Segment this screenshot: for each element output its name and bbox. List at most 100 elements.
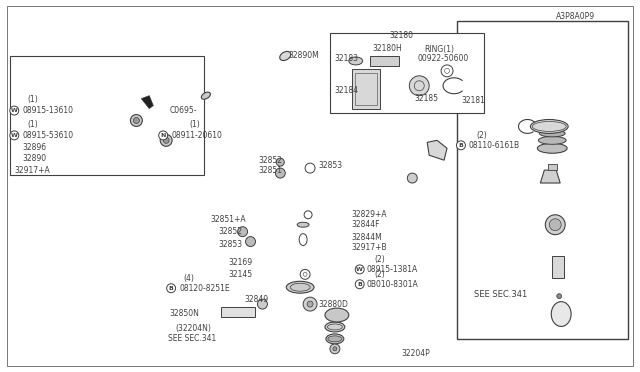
- Text: 32183: 32183: [335, 54, 359, 64]
- Ellipse shape: [349, 57, 363, 65]
- Circle shape: [456, 141, 465, 150]
- Text: 08915-1381A: 08915-1381A: [367, 265, 418, 274]
- Text: 32829+A: 32829+A: [352, 210, 387, 219]
- Text: (2): (2): [374, 255, 385, 264]
- Text: SEE SEC.341: SEE SEC.341: [168, 334, 216, 343]
- Text: 32880D: 32880D: [318, 299, 348, 309]
- Text: 32850N: 32850N: [169, 308, 199, 318]
- Ellipse shape: [551, 302, 571, 327]
- Text: 32851: 32851: [259, 166, 282, 174]
- Text: 32185: 32185: [414, 94, 438, 103]
- Text: W: W: [356, 267, 363, 272]
- Text: 32917+B: 32917+B: [352, 243, 387, 252]
- Polygon shape: [226, 182, 300, 210]
- Text: 32917+A: 32917+A: [14, 166, 50, 174]
- Circle shape: [166, 284, 175, 293]
- Text: 0B010-8301A: 0B010-8301A: [367, 280, 419, 289]
- Circle shape: [131, 115, 142, 126]
- Text: 32181: 32181: [461, 96, 485, 105]
- Text: 32890: 32890: [22, 154, 46, 163]
- Text: 32896: 32896: [22, 143, 46, 152]
- Text: 32180: 32180: [390, 31, 413, 40]
- Ellipse shape: [328, 336, 342, 342]
- Ellipse shape: [280, 51, 291, 61]
- Circle shape: [410, 76, 429, 96]
- Bar: [457, 21, 628, 339]
- Circle shape: [276, 158, 284, 166]
- Text: A3P8A0P9: A3P8A0P9: [556, 12, 595, 21]
- Text: (2): (2): [374, 270, 385, 279]
- Circle shape: [275, 168, 285, 178]
- Text: (32204N): (32204N): [175, 324, 211, 333]
- Text: 08911-20610: 08911-20610: [171, 131, 222, 140]
- Text: W: W: [11, 133, 18, 138]
- Ellipse shape: [538, 143, 567, 153]
- Text: B: B: [458, 143, 463, 148]
- Ellipse shape: [325, 322, 345, 332]
- Polygon shape: [427, 140, 447, 160]
- Text: 32180H: 32180H: [372, 44, 403, 52]
- Bar: [10, 56, 204, 175]
- Text: (4): (4): [183, 274, 194, 283]
- Text: N: N: [161, 133, 166, 138]
- Text: 08915-53610: 08915-53610: [22, 131, 74, 140]
- Circle shape: [246, 237, 255, 247]
- Circle shape: [407, 173, 417, 183]
- Text: 32184: 32184: [335, 86, 359, 95]
- Circle shape: [160, 134, 172, 146]
- Polygon shape: [255, 254, 345, 284]
- Ellipse shape: [538, 137, 566, 144]
- Text: 32169: 32169: [228, 258, 253, 267]
- Ellipse shape: [540, 130, 565, 137]
- Circle shape: [10, 106, 19, 115]
- Text: 32849: 32849: [244, 295, 269, 304]
- Ellipse shape: [297, 222, 309, 227]
- Circle shape: [303, 297, 317, 311]
- Bar: [355, 73, 376, 105]
- Text: 32844F: 32844F: [352, 220, 380, 229]
- Text: (1): (1): [28, 120, 38, 129]
- Circle shape: [237, 227, 248, 237]
- Bar: [221, 307, 255, 317]
- Text: SEE SEC.341: SEE SEC.341: [474, 290, 527, 299]
- Circle shape: [10, 131, 19, 140]
- Text: 32145: 32145: [228, 270, 253, 279]
- Text: W: W: [11, 108, 18, 113]
- Polygon shape: [230, 158, 320, 185]
- Text: 08110-6161B: 08110-6161B: [469, 141, 520, 150]
- Circle shape: [133, 118, 140, 124]
- Circle shape: [163, 137, 169, 143]
- Circle shape: [557, 294, 562, 299]
- Circle shape: [307, 301, 313, 307]
- Ellipse shape: [202, 92, 211, 99]
- Bar: [330, 33, 484, 113]
- Circle shape: [257, 299, 268, 309]
- Polygon shape: [241, 205, 295, 235]
- Polygon shape: [540, 170, 560, 183]
- Text: C0695-: C0695-: [169, 106, 196, 115]
- Text: 32852: 32852: [259, 156, 282, 165]
- Polygon shape: [266, 232, 290, 250]
- Text: RING(1): RING(1): [424, 45, 454, 54]
- Circle shape: [355, 280, 364, 289]
- Text: 32852: 32852: [219, 227, 243, 236]
- Text: 32890M: 32890M: [288, 51, 319, 61]
- Circle shape: [333, 347, 337, 351]
- Text: B: B: [169, 286, 173, 291]
- Circle shape: [545, 215, 565, 235]
- Text: 32853: 32853: [318, 161, 342, 170]
- Circle shape: [159, 131, 168, 140]
- Polygon shape: [255, 247, 345, 259]
- Ellipse shape: [326, 334, 344, 344]
- Text: 32844M: 32844M: [352, 233, 383, 242]
- Text: (1): (1): [189, 120, 200, 129]
- Polygon shape: [141, 96, 153, 109]
- Bar: [370, 56, 399, 66]
- Text: 32851+A: 32851+A: [211, 215, 246, 224]
- Ellipse shape: [286, 281, 314, 293]
- Circle shape: [355, 265, 364, 274]
- Circle shape: [549, 219, 561, 231]
- Text: 08120-8251E: 08120-8251E: [179, 284, 230, 293]
- Circle shape: [330, 344, 340, 354]
- Text: 32853: 32853: [219, 240, 243, 249]
